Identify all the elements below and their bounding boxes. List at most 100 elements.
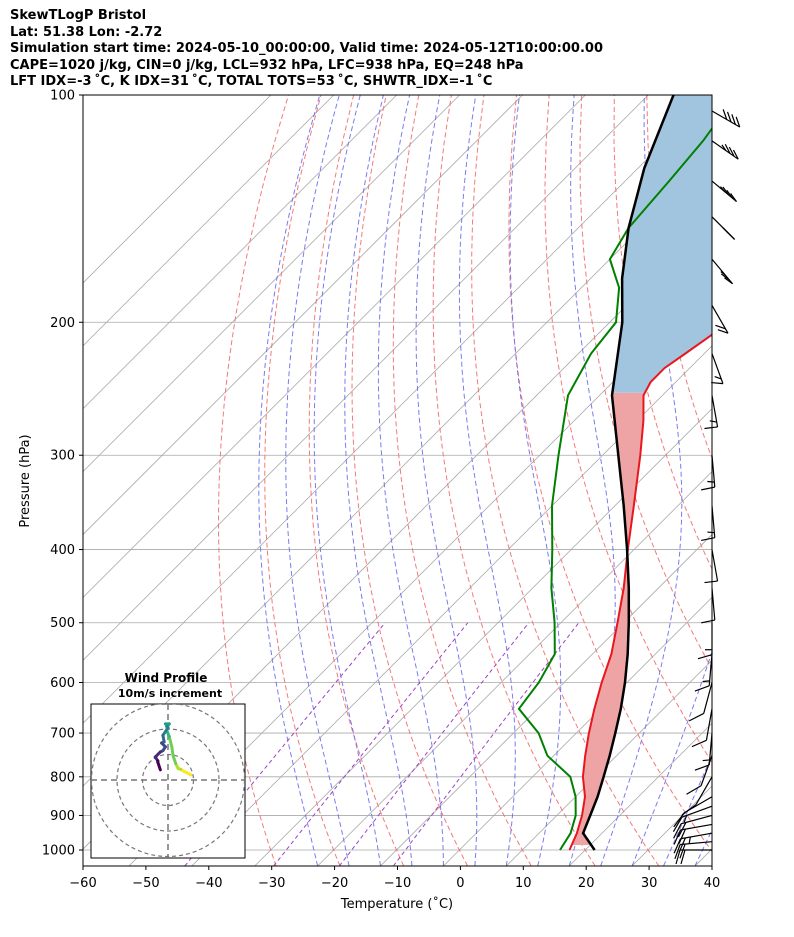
barb-shaft [711, 258, 734, 285]
barb-flag [711, 381, 723, 385]
parcel-line [581, 95, 675, 851]
barb-flag [677, 822, 687, 838]
barb-flag [673, 838, 682, 854]
barb-half-flag [707, 480, 715, 483]
wind-barb [673, 814, 713, 839]
x-tick-label: −50 [132, 876, 159, 891]
wind-barb [697, 622, 713, 660]
mixing-ratio-line [273, 622, 469, 866]
isotherm-line [83, 95, 523, 536]
stability-line: CAPE=1020 j/kg, CIN=0 j/kg, LCL=932 hPa,… [10, 57, 524, 73]
barb-shaft [711, 305, 729, 334]
wind-barb [673, 823, 713, 845]
hodograph-segment [156, 760, 162, 772]
isotherm-line [128, 282, 712, 866]
indices-line: LFT IDX=-3 ˚C, K IDX=31 ˚C, TOTAL TOTS=5… [10, 74, 493, 89]
y-tick-label: 600 [50, 676, 75, 691]
barb-flag [726, 111, 732, 123]
x-tick-label: −40 [195, 876, 222, 891]
barb-shaft [711, 353, 724, 384]
isotherm-line [83, 95, 397, 410]
dry-adiabat [777, 95, 794, 866]
y-tick-label: 900 [50, 809, 75, 824]
isotherm-line [443, 596, 712, 866]
isotherm-line [83, 95, 586, 598]
barb-half-flag [714, 375, 722, 380]
barb-flag [680, 849, 686, 865]
wind-barb [672, 805, 713, 832]
hodograph-subtitle: 10m/s increment [118, 687, 222, 700]
barb-flag [701, 619, 715, 624]
wind-barb [691, 708, 713, 748]
wind-barb [711, 258, 734, 285]
barb-half-flag [702, 680, 710, 683]
dry-adiabat [711, 95, 712, 102]
time-line: Simulation start time: 2024-05-10_00:00:… [10, 41, 603, 56]
barb-flag [694, 764, 710, 771]
barb-flag [704, 426, 718, 430]
y-tick-label: 300 [50, 449, 75, 464]
barb-shaft [680, 841, 713, 846]
hodograph-inset: Wind Profile 10m/s increment [90, 671, 246, 859]
barb-shaft [705, 708, 713, 741]
barb-flag [735, 116, 741, 128]
wind-barb [674, 841, 713, 859]
barb-shaft [680, 832, 713, 840]
wind-barb [701, 588, 716, 624]
isotherm-line [83, 95, 712, 724]
x-tick-label: −30 [258, 876, 285, 891]
barb-flag [726, 189, 734, 199]
dry-adiabat [392, 95, 532, 866]
y-tick-label: 200 [50, 316, 75, 331]
moist-adiabat [663, 753, 712, 866]
wind-barb [704, 549, 719, 584]
x-tick-label: −60 [69, 876, 96, 891]
dry-adiabat [308, 95, 405, 866]
x-axis-label: Temperature (˚C) [340, 896, 453, 912]
barb-shaft [680, 823, 713, 831]
hodograph-title: Wind Profile [125, 671, 208, 685]
y-tick-label: 700 [50, 727, 75, 742]
isotherm-line [317, 471, 712, 866]
barb-flag [704, 580, 718, 584]
wind-barb [711, 180, 737, 203]
barb-flag [673, 823, 682, 839]
barb-flag [720, 273, 730, 281]
isotherm-line [83, 95, 649, 661]
barb-flag [673, 829, 682, 845]
barb-flag [732, 149, 739, 160]
barb-flag [722, 186, 730, 196]
isotherm-line [83, 95, 460, 473]
y-tick-label: 100 [50, 89, 75, 104]
barb-half-flag [683, 815, 688, 823]
moist-adiabat [313, 95, 381, 866]
dry-adiabat [351, 95, 468, 866]
hodograph-plot [91, 704, 245, 858]
dry-adiabat [646, 95, 712, 460]
barb-flag [730, 193, 737, 202]
wind-barb [688, 682, 713, 722]
isotherm-line [254, 408, 712, 866]
y-tick-label: 400 [50, 543, 75, 558]
barb-half-flag [722, 227, 728, 233]
chart-header: SkewTLogP Bristol Lat: 51.38 Lon: -2.72 … [10, 8, 603, 91]
y-axis-label: Pressure (hPa) [18, 434, 33, 527]
instability-area [612, 95, 712, 393]
isotherm-line [506, 659, 712, 866]
moist-adiabat [415, 95, 478, 866]
x-tick-label: 30 [641, 876, 658, 891]
barb-flag [694, 685, 710, 692]
x-tick-label: −10 [384, 876, 411, 891]
barb-half-flag [702, 759, 710, 762]
barb-half-flag [707, 531, 715, 534]
barb-half-flag [720, 271, 727, 277]
temperature-line [568, 333, 712, 851]
wind-barb [711, 216, 736, 240]
y-tick-label: 800 [50, 770, 75, 785]
cape-cin-fill [571, 95, 712, 845]
barb-shaft [681, 805, 713, 818]
barb-flag [678, 837, 686, 853]
x-tick-label: 40 [704, 876, 721, 891]
barb-flag [672, 816, 683, 832]
barb-flag [724, 143, 731, 154]
